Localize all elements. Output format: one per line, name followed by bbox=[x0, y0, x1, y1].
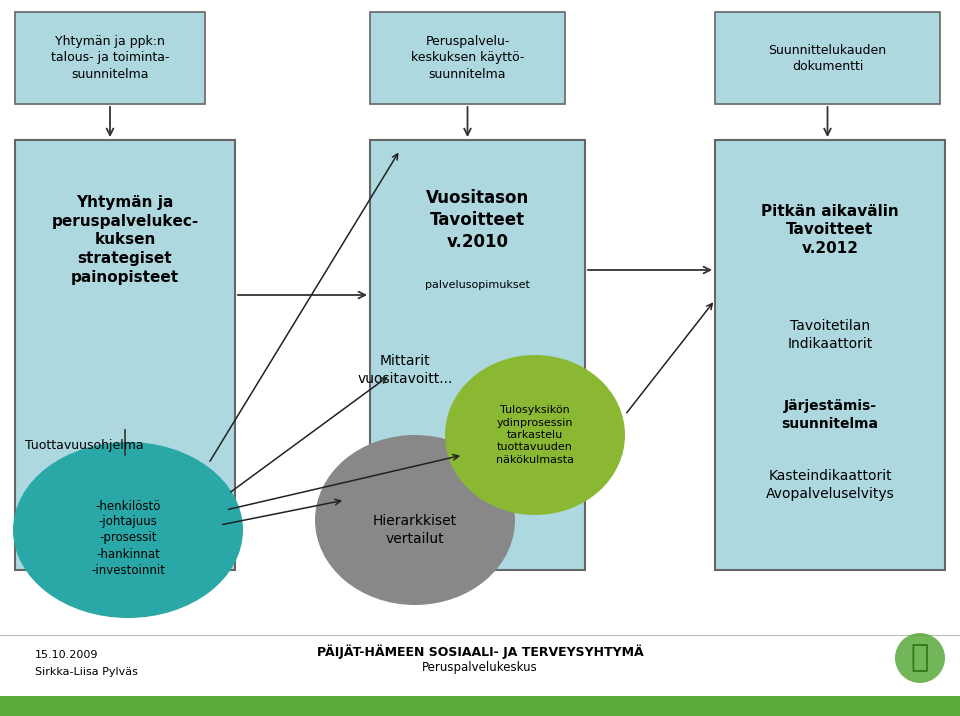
Text: Sirkka-Liisa Pylväs: Sirkka-Liisa Pylväs bbox=[35, 667, 138, 677]
Bar bbox=[15, 12, 205, 104]
Text: Peruspalvelu-
keskuksen käyttö-
suunnitelma: Peruspalvelu- keskuksen käyttö- suunnite… bbox=[411, 36, 524, 80]
Bar bbox=[715, 140, 945, 570]
Bar bbox=[370, 12, 565, 104]
Bar bbox=[0, 696, 960, 716]
Text: Pitkän aikavälin
Tavoitteet
v.2012: Pitkän aikavälin Tavoitteet v.2012 bbox=[761, 204, 899, 256]
Text: Järjestämis-
suunnitelma: Järjestämis- suunnitelma bbox=[781, 400, 878, 430]
Bar bbox=[715, 12, 940, 104]
Text: 🤚: 🤚 bbox=[911, 644, 929, 672]
Text: palvelusopimukset: palvelusopimukset bbox=[425, 280, 530, 290]
Text: PÄIJÄT-HÄMEEN SOSIAALI- JA TERVEYSYHTYMÄ: PÄIJÄT-HÄMEEN SOSIAALI- JA TERVEYSYHTYMÄ bbox=[317, 644, 643, 659]
Ellipse shape bbox=[13, 442, 243, 618]
Bar bbox=[15, 140, 235, 570]
Text: Peruspalvelukeskus: Peruspalvelukeskus bbox=[422, 662, 538, 674]
Text: Suunnittelukauden
dokumentti: Suunnittelukauden dokumentti bbox=[768, 44, 887, 72]
Text: Vuositason
Tavoitteet
v.2010: Vuositason Tavoitteet v.2010 bbox=[426, 189, 529, 251]
Bar bbox=[370, 140, 585, 570]
Text: Tulosyksikön
ydinprosessin
tarkastelu
tuottavuuden
näkökulmasta: Tulosyksikön ydinprosessin tarkastelu tu… bbox=[496, 405, 574, 465]
Text: Tuottavuusohjelma: Tuottavuusohjelma bbox=[25, 438, 144, 452]
Text: 15.10.2009: 15.10.2009 bbox=[35, 650, 99, 660]
Text: Hierarkkiset
vertailut: Hierarkkiset vertailut bbox=[372, 514, 457, 546]
Text: Yhtymän ja ppk:n
talous- ja toiminta-
suunnitelma: Yhtymän ja ppk:n talous- ja toiminta- su… bbox=[51, 36, 169, 80]
Text: Yhtymän ja
peruspalvelukес-
kuksen
strategiset
painopisteet: Yhtymän ja peruspalvelukес- kuksen strat… bbox=[52, 195, 199, 285]
Text: Mittarit
vuositavoitt...: Mittarit vuositavoitt... bbox=[357, 354, 453, 386]
Text: Tavoitetilan
Indikaattorit: Tavoitetilan Indikaattorit bbox=[787, 319, 873, 351]
Ellipse shape bbox=[445, 355, 625, 515]
Ellipse shape bbox=[315, 435, 515, 605]
Text: Kasteindikaattorit
Avopalveluselvitys: Kasteindikaattorit Avopalveluselvitys bbox=[766, 470, 895, 500]
Ellipse shape bbox=[895, 633, 945, 683]
Text: -henkilöstö
-johtajuus
-prosessit
-hankinnat
-investoinnit: -henkilöstö -johtajuus -prosessit -hanki… bbox=[91, 500, 165, 576]
